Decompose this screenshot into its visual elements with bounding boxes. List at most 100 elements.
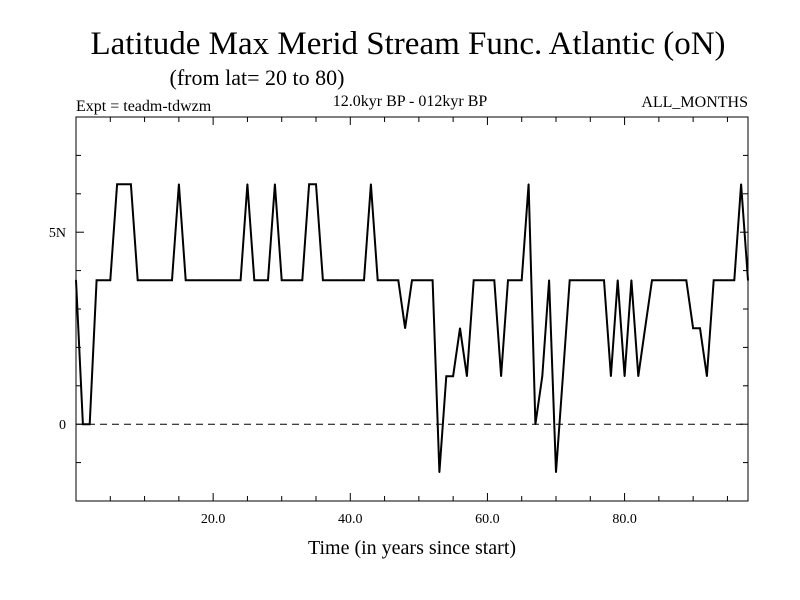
data-point	[596, 279, 598, 282]
data-point	[191, 279, 194, 282]
period-label: 12.0kyr BP - 012kyr BP	[333, 93, 488, 110]
data-point	[178, 183, 180, 185]
data-point	[726, 279, 729, 282]
data-point	[308, 183, 310, 185]
data-point	[431, 279, 434, 282]
data-point	[88, 423, 91, 426]
x-tick-label: 60.0	[475, 512, 500, 527]
x-axis-label: Time (in years since start)	[308, 537, 516, 559]
data-point	[616, 279, 619, 282]
data-point	[253, 279, 256, 282]
data-point	[315, 183, 317, 185]
data-point	[740, 183, 742, 185]
x-tick-label: 80.0	[612, 512, 637, 527]
data-point	[671, 279, 674, 282]
data-point	[397, 279, 400, 282]
data-point	[678, 279, 681, 282]
data-point	[82, 423, 84, 426]
data-point	[239, 279, 242, 282]
data-point	[514, 279, 516, 282]
data-point	[198, 279, 201, 282]
data-point	[630, 279, 633, 282]
data-point	[637, 375, 640, 378]
data-point	[123, 183, 125, 185]
data-point	[219, 279, 221, 282]
months-label: ALL_MONTHS	[641, 94, 748, 111]
data-point	[274, 183, 276, 185]
data-point	[143, 279, 146, 282]
data-point	[466, 375, 468, 378]
data-point	[445, 375, 448, 378]
data-point	[212, 279, 214, 282]
data-point	[294, 279, 297, 282]
data-point	[459, 327, 461, 330]
data-point	[603, 279, 605, 282]
data-point	[102, 279, 105, 282]
data-point	[424, 279, 427, 282]
data-point	[747, 279, 749, 282]
data-point	[589, 279, 592, 282]
data-point	[555, 471, 557, 474]
data-point	[575, 279, 578, 282]
data-point	[582, 279, 585, 282]
data-point	[712, 279, 715, 282]
data-point	[472, 279, 475, 282]
data-point	[651, 279, 653, 282]
data-point	[719, 279, 722, 282]
data-point	[610, 375, 612, 378]
data-point	[390, 279, 393, 282]
data-point	[562, 375, 564, 378]
data-point	[500, 375, 502, 378]
data-point	[349, 279, 352, 282]
data-point	[568, 279, 571, 282]
data-point	[335, 279, 338, 282]
data-point	[267, 279, 269, 282]
data-point	[658, 279, 660, 282]
data-point	[534, 423, 537, 426]
data-point	[452, 375, 454, 378]
data-point	[404, 327, 406, 330]
data-point	[75, 279, 77, 282]
y-tick-label: 0	[59, 418, 66, 433]
data-point	[157, 279, 160, 282]
data-point	[548, 279, 550, 282]
data-point	[246, 183, 249, 185]
data-point	[356, 279, 358, 282]
data-point	[260, 279, 262, 282]
data-point	[205, 279, 208, 282]
data-point	[376, 279, 379, 282]
data-point	[493, 279, 496, 282]
data-point	[383, 279, 386, 282]
data-point	[507, 279, 509, 282]
data-point	[706, 375, 708, 378]
data-point	[109, 279, 112, 282]
data-point	[541, 375, 544, 378]
data-point	[644, 327, 646, 330]
data-point	[527, 183, 530, 185]
data-point	[479, 279, 482, 282]
x-tick-label: 20.0	[201, 512, 226, 527]
data-point	[520, 279, 523, 282]
data-point	[322, 279, 324, 282]
x-tick-label: 40.0	[338, 512, 363, 527]
y-tick-label: 5N	[49, 226, 66, 241]
data-point	[370, 183, 372, 185]
data-point	[226, 279, 228, 282]
data-point	[184, 279, 187, 282]
chart-title: Latitude Max Merid Stream Func. Atlantic…	[90, 26, 725, 62]
data-point	[232, 279, 235, 282]
data-point	[733, 279, 736, 282]
data-point	[685, 279, 688, 282]
data-point	[150, 279, 153, 282]
data-point	[287, 279, 290, 282]
data-point	[623, 375, 626, 378]
data-point	[363, 279, 365, 282]
data-point	[411, 279, 413, 282]
data-point	[301, 279, 304, 282]
data-point	[438, 471, 441, 474]
data-point	[664, 279, 667, 282]
data-point	[164, 279, 166, 282]
data-point	[328, 279, 331, 282]
data-point	[116, 183, 118, 185]
